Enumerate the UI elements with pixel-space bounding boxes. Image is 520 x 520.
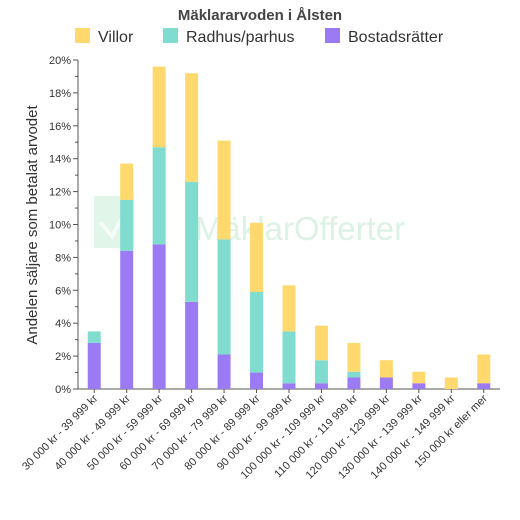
bar-segment <box>185 301 199 389</box>
y-tick-label: 20% <box>49 55 71 67</box>
bar-segment <box>120 250 134 389</box>
bar-segment <box>412 371 426 384</box>
bar-segment <box>87 331 101 343</box>
bar-segment <box>152 244 166 389</box>
bar-segment <box>152 147 166 245</box>
bar-segment <box>185 181 199 302</box>
bar-segment <box>185 73 199 182</box>
bar-segment <box>152 66 166 148</box>
bar-segment <box>347 342 361 372</box>
bar-segment <box>347 371 361 378</box>
bar-segment <box>120 199 134 251</box>
y-tick-label: 0% <box>55 384 71 396</box>
legend: Villor Radhus/parhus Bostadsrätter <box>75 28 444 46</box>
bar-segment <box>347 377 361 389</box>
legend-swatch <box>325 28 340 43</box>
y-tick-label: 10% <box>49 220 71 232</box>
watermark: MäklarOfferter <box>94 196 405 248</box>
bar-segment <box>314 360 328 384</box>
bar-segment <box>282 331 296 384</box>
legend-label: Villor <box>98 29 134 46</box>
bar-segment <box>444 377 458 389</box>
bar-segment <box>477 354 491 384</box>
bar-segment <box>217 239 231 355</box>
bar-segment <box>87 342 101 389</box>
bar-segment <box>250 372 264 389</box>
bar-segment <box>314 383 328 389</box>
bar-segment <box>412 383 426 389</box>
bar-segment <box>314 325 328 361</box>
y-tick-label: 6% <box>55 285 71 297</box>
chart-title: Mäklararvoden i Ålsten <box>178 7 342 24</box>
bar-segment <box>282 383 296 389</box>
y-tick-label: 14% <box>49 154 71 166</box>
bar-segment <box>379 377 393 389</box>
bar-segment <box>282 285 296 332</box>
bar-segment <box>217 354 231 389</box>
bar-segment <box>120 163 134 200</box>
bar-segment <box>477 383 491 389</box>
bar-segment <box>379 360 393 378</box>
y-axis-label: Andelen säljare som betalat arvodet <box>24 105 41 345</box>
legend-swatch <box>163 28 178 43</box>
legend-swatch <box>75 28 90 43</box>
y-tick-label: 12% <box>49 187 71 199</box>
y-axis: 0% 2% 4% 6% 8% 10% 12% 14% 16% 18% 20% <box>49 55 79 396</box>
bars <box>87 66 491 389</box>
y-tick-label: 2% <box>55 351 71 363</box>
y-tick-label: 4% <box>55 318 71 330</box>
legend-label: Radhus/parhus <box>186 29 295 46</box>
y-tick-label: 8% <box>55 252 71 264</box>
legend-label: Bostadsrätter <box>348 29 444 46</box>
y-tick-label: 16% <box>49 121 71 133</box>
bar-segment <box>217 140 231 240</box>
bar-segment <box>250 222 264 292</box>
bar-segment <box>250 291 264 373</box>
y-tick-label: 18% <box>49 88 71 100</box>
